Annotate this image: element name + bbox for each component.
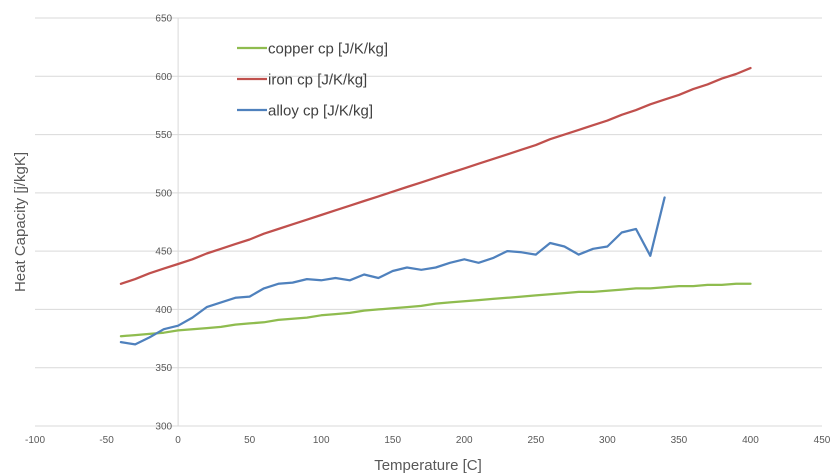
x-tick-label: 0: [175, 435, 181, 446]
x-tick-label: -50: [99, 435, 114, 446]
x-axis-title: Temperature [C]: [374, 457, 482, 474]
series-line-0: [119, 282, 752, 338]
x-tick-label: 250: [527, 435, 544, 446]
y-tick-label: 300: [155, 422, 172, 433]
gridlines: [35, 17, 822, 427]
x-tick-label: 400: [742, 435, 759, 446]
y-tick-label: 600: [155, 72, 172, 83]
series-lines: [119, 66, 752, 346]
series-line-2: [119, 196, 666, 346]
y-axis-title: Heat Capacity [j/kgK]: [12, 152, 29, 292]
x-tick-label: 200: [456, 435, 473, 446]
y-tick-label: 650: [155, 14, 172, 25]
series-line-1: [119, 66, 752, 285]
x-tick-label: 450: [814, 435, 831, 446]
legend-label-1: iron cp [J/K/kg]: [268, 72, 367, 89]
y-tick-label: 400: [155, 305, 172, 316]
x-tick-label: 100: [313, 435, 330, 446]
legend: copper cp [J/K/kg] iron cp [J/K/kg] alloy …: [237, 41, 388, 120]
x-tick-label: -100: [25, 435, 45, 446]
x-axis: -100 -50 0 50 100 150 200 250 300 350 400 450: [25, 435, 831, 446]
y-axis: 300 350 400 450 500 550 600 650: [155, 14, 172, 433]
y-tick-label: 500: [155, 188, 172, 199]
y-tick-label: 350: [155, 363, 172, 374]
x-tick-label: 50: [244, 435, 256, 446]
legend-label-0: copper cp [J/K/kg]: [268, 41, 388, 58]
x-tick-label: 300: [599, 435, 616, 446]
legend-label-2: alloy cp [J/K/kg]: [268, 103, 373, 120]
x-tick-label: 350: [671, 435, 688, 446]
y-tick-label: 550: [155, 130, 172, 141]
y-tick-label: 450: [155, 247, 172, 258]
x-tick-label: 150: [384, 435, 401, 446]
